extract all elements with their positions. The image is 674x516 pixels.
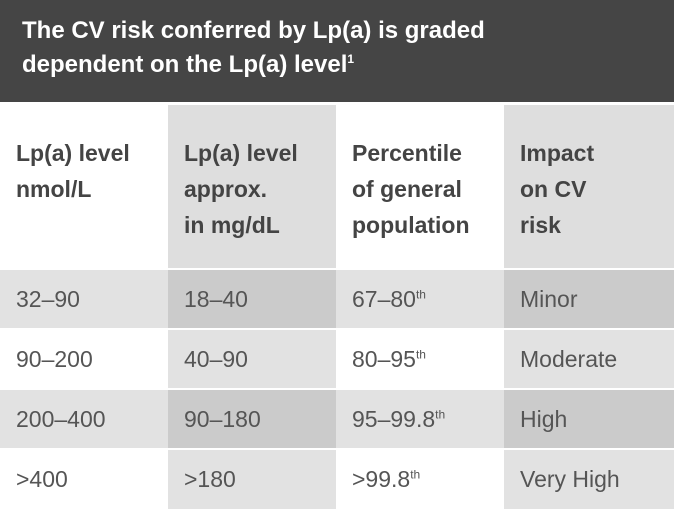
cell-percentile: 95–99.8th [336, 388, 504, 449]
cell-impact: High [504, 388, 674, 449]
col-header-line: population [352, 212, 470, 238]
table-row: >400 >180 >99.8th Very High [0, 448, 674, 509]
col-header-impact: Impact on CV risk [504, 105, 674, 269]
cell-mg: >180 [168, 448, 336, 509]
table-row: 200–400 90–180 95–99.8th High [0, 388, 674, 449]
percentile-suffix: th [435, 406, 446, 421]
cell-percentile: 67–80th [336, 268, 504, 329]
col-header-line: approx. [184, 176, 268, 202]
cell-mg: 18–40 [168, 268, 336, 329]
col-header-line: on CV [520, 176, 587, 202]
col-header-line: nmol/L [16, 176, 92, 202]
col-header-line: Lp(a) level [16, 140, 130, 166]
title-line-1: The CV risk conferred by Lp(a) is graded [22, 17, 485, 44]
col-header-line: Lp(a) level [184, 140, 298, 166]
cell-percentile: >99.8th [336, 448, 504, 509]
cell-nmol: 32–90 [0, 268, 168, 329]
table-row: 32–90 18–40 67–80th Minor [0, 268, 674, 329]
header-divider [0, 102, 674, 105]
cell-nmol: 90–200 [0, 328, 168, 389]
col-header-line: Percentile [352, 140, 462, 166]
cell-impact: Minor [504, 268, 674, 329]
table-row: 90–200 40–90 80–95th Moderate [0, 328, 674, 389]
percentile-value: >99.8 [352, 466, 411, 492]
title-banner: The CV risk conferred by Lp(a) is graded… [0, 0, 674, 102]
col-header-line: risk [520, 212, 561, 238]
table-header-row: Lp(a) level nmol/L Lp(a) level approx. i… [0, 105, 674, 269]
cell-mg: 90–180 [168, 388, 336, 449]
percentile-suffix: th [410, 467, 421, 482]
col-header-percentile: Percentile of general population [336, 105, 504, 269]
percentile-suffix: th [415, 346, 426, 361]
cell-percentile: 80–95th [336, 328, 504, 389]
col-header-line: Impact [520, 140, 595, 166]
cell-mg: 40–90 [168, 328, 336, 389]
cell-impact: Moderate [504, 328, 674, 389]
col-header-mg: Lp(a) level approx. in mg/dL [168, 105, 336, 269]
title-line-2: dependent on the Lp(a) level1 [22, 48, 652, 82]
col-header-line: of general [352, 176, 462, 202]
percentile-value: 95–99.8 [352, 405, 436, 432]
percentile-value: 67–80 [352, 285, 416, 312]
percentile-suffix: th [415, 286, 426, 301]
title-line-2-text: dependent on the Lp(a) level [22, 51, 348, 78]
title-footnote-marker: 1 [347, 52, 355, 66]
cell-impact: Very High [504, 448, 674, 509]
col-header-line: in mg/dL [184, 212, 280, 238]
cell-nmol: 200–400 [0, 388, 168, 449]
lpa-risk-table: Lp(a) level nmol/L Lp(a) level approx. i… [0, 105, 674, 509]
cell-nmol: >400 [0, 448, 168, 509]
col-header-nmol: Lp(a) level nmol/L [0, 105, 168, 269]
percentile-value: 80–95 [352, 345, 416, 372]
